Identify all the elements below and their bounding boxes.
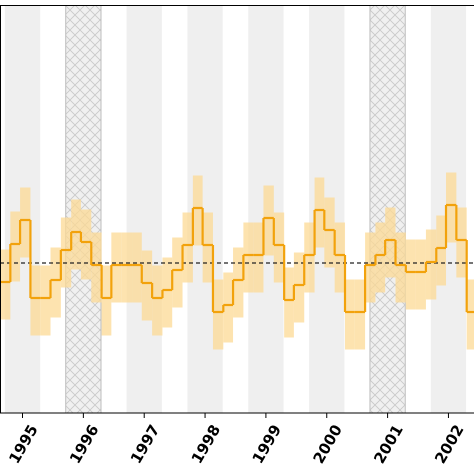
uncertainty-band [293,252,305,323]
uncertainty-band [192,175,203,246]
uncertainty-band [20,187,31,258]
uncertainty-band [71,199,81,270]
uncertainty-band [284,267,294,338]
uncertainty-band [385,207,396,278]
uncertainty-band [132,232,142,303]
uncertainty-band [253,222,264,293]
uncertainty-band [263,185,274,256]
uncertainty-band [456,207,467,278]
uncertainty-band [30,265,41,336]
uncertainty-band [334,222,346,293]
uncertainty-band [0,249,11,320]
uncertainty-band [182,212,193,283]
uncertainty-band [121,232,133,303]
x-tick-label: 1999 [249,422,285,467]
uncertainty-band [314,177,325,248]
uncertainty-band [152,265,163,336]
uncertainty-band [324,197,335,268]
x-tick-label: 1996 [66,422,102,467]
uncertainty-band [212,279,224,350]
uncertainty-band [162,257,173,328]
plot-frame [0,5,474,414]
uncertainty-band [223,272,234,343]
x-tick-label: 1998 [188,422,224,467]
uncertainty-band [466,279,474,350]
year-band [126,5,162,413]
uncertainty-band [91,232,102,303]
uncertainty-band [304,222,315,293]
uncertainty-band [40,265,51,336]
x-tick-label: 1997 [127,422,163,467]
uncertainty-band [425,229,437,300]
uncertainty-band [101,265,112,336]
uncertainty-band [354,279,366,350]
x-tick-label: 2000 [309,422,345,467]
uncertainty-band [243,222,254,293]
uncertainty-band [233,247,244,318]
uncertainty-band [141,250,153,321]
uncertainty-band [273,212,285,283]
plot-marks [0,172,474,350]
x-tick-label: 1995 [5,422,41,467]
uncertainty-band [375,222,386,293]
uncertainty-band [345,279,355,350]
uncertainty-band [405,239,416,310]
uncertainty-band [436,215,447,286]
hatched-year-band [65,5,102,413]
uncertainty-band [10,211,21,282]
x-tick-label: 2002 [431,422,467,467]
uncertainty-band [172,237,183,308]
uncertainty-band [50,247,61,318]
uncertainty-band [446,172,457,243]
uncertainty-band [202,212,213,283]
uncertainty-band [415,239,426,310]
uncertainty-band [365,232,376,303]
x-tick-label: 2001 [370,422,406,467]
uncertainty-band [80,209,92,280]
uncertainty-band [60,217,72,288]
uncertainty-band [395,232,406,303]
uncertainty-band [111,232,122,303]
